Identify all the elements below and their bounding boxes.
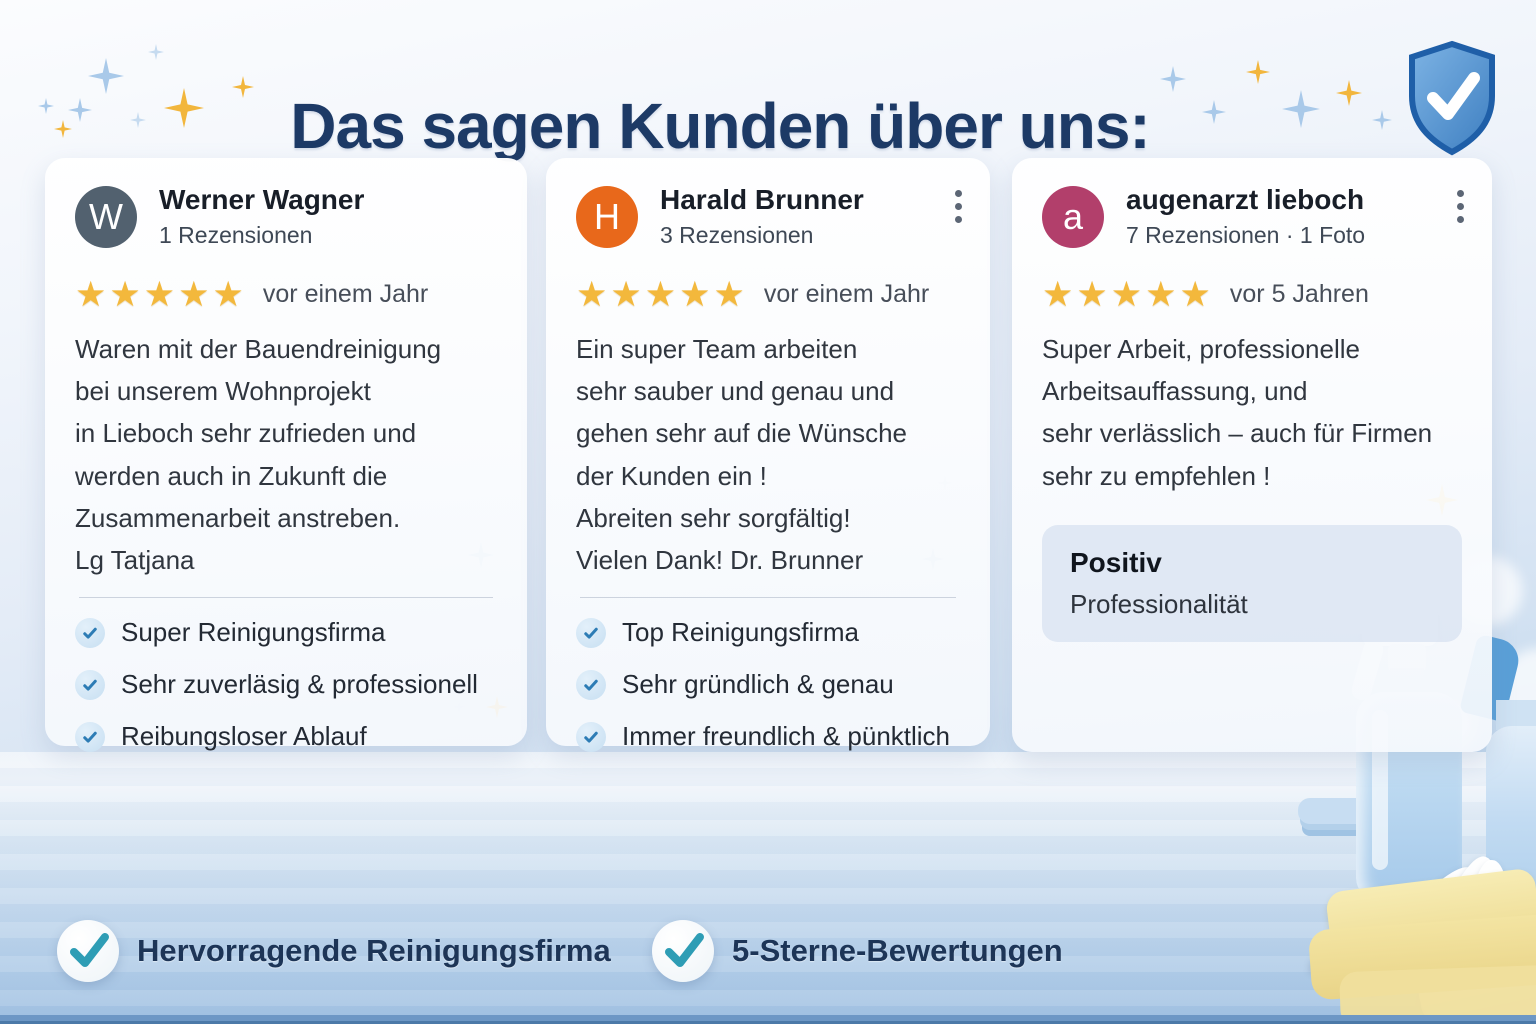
more-options-icon[interactable] [951, 186, 966, 227]
review-time: vor einem Jahr [262, 280, 429, 309]
background-photo-band [0, 752, 1536, 1024]
check-circle-icon [57, 920, 119, 982]
divider [79, 596, 493, 598]
shield-check-icon [1409, 40, 1495, 156]
review-time: vor 5 Jahren [1229, 280, 1369, 309]
positive-tag-box: Positiv Professionalität [1042, 524, 1462, 642]
review-text: Super Arbeit, professionelle Arbeitsauff… [1042, 334, 1433, 491]
review-text: Ein super Team arbeiten sehr sauber und … [576, 334, 907, 575]
avatar: H [576, 185, 638, 248]
check-circle-icon [652, 920, 714, 982]
star-rating: ★★★★★ [576, 275, 748, 315]
badge-label: Hervorragende Reinigungsfirma [137, 933, 611, 968]
check-icon [576, 617, 606, 648]
highlight-label: Top Reinigungsfirma [622, 617, 860, 648]
footer-badge: Hervorragende Reinigungsfirma [57, 920, 611, 982]
check-icon [576, 721, 606, 752]
highlight-label: Sehr gründlich & genau [622, 669, 894, 700]
table-surface [0, 752, 1536, 1024]
highlight-label: Super Reinigungsfirma [121, 617, 386, 648]
review-card: W Werner Wagner 1 Rezensionen ★★★★★ vor … [45, 158, 527, 752]
highlight-item: Sehr gründlich & genau [576, 664, 960, 706]
positive-label: Positiv [1070, 546, 1162, 578]
avatar: a [1042, 185, 1104, 248]
star-rating: ★★★★★ [1042, 275, 1214, 315]
check-icon [75, 617, 105, 648]
positive-value: Professionalität [1070, 588, 1248, 619]
star-rating: ★★★★★ [75, 275, 247, 315]
sparkle-icon [148, 44, 164, 60]
avatar: W [75, 185, 137, 248]
footer-badge: 5-Sterne-Bewertungen [652, 920, 1063, 982]
highlight-item: Sehr zuverläsig & professionell [75, 664, 497, 706]
divider [580, 596, 956, 598]
sparkle-icon [1246, 60, 1270, 84]
bottom-edge [0, 1015, 1536, 1024]
review-card: a augenarzt lieboch 7 Rezensionen · 1 Fo… [1012, 158, 1492, 752]
reviewer-meta: 3 Rezensionen [660, 222, 814, 249]
check-icon [75, 669, 105, 700]
review-text: Waren mit der Bauendreinigung bei unsere… [75, 334, 442, 575]
reviewer-meta: 7 Rezensionen · 1 Foto [1126, 222, 1366, 249]
review-time: vor einem Jahr [763, 280, 930, 309]
review-card: H Harald Brunner 3 Rezensionen ★★★★★ vor… [546, 158, 990, 752]
reviewer-name: Werner Wagner [159, 184, 365, 215]
reviewer-meta: 1 Rezensionen [159, 222, 313, 249]
check-icon [576, 669, 606, 700]
reviewer-name: Harald Brunner [660, 184, 864, 215]
highlight-item: Immer freundlich & pünktlich [576, 716, 960, 758]
check-icon [75, 721, 105, 752]
highlight-item: Super Reinigungsfirma [75, 612, 497, 654]
reviewer-name: augenarzt lieboch [1126, 184, 1365, 215]
badge-label: 5-Sterne-Bewertungen [732, 933, 1063, 968]
bokeh-light [1496, 648, 1536, 738]
highlight-label: Reibungsloser Ablauf [121, 721, 367, 752]
highlight-item: Reibungsloser Ablauf [75, 716, 497, 758]
highlight-label: Immer freundlich & pünktlich [622, 721, 951, 752]
highlight-label: Sehr zuverläsig & professionell [121, 669, 478, 700]
page-title: Das sagen Kunden über uns: [290, 89, 1150, 162]
more-options-icon[interactable] [1453, 186, 1468, 227]
highlight-item: Top Reinigungsfirma [576, 612, 960, 654]
